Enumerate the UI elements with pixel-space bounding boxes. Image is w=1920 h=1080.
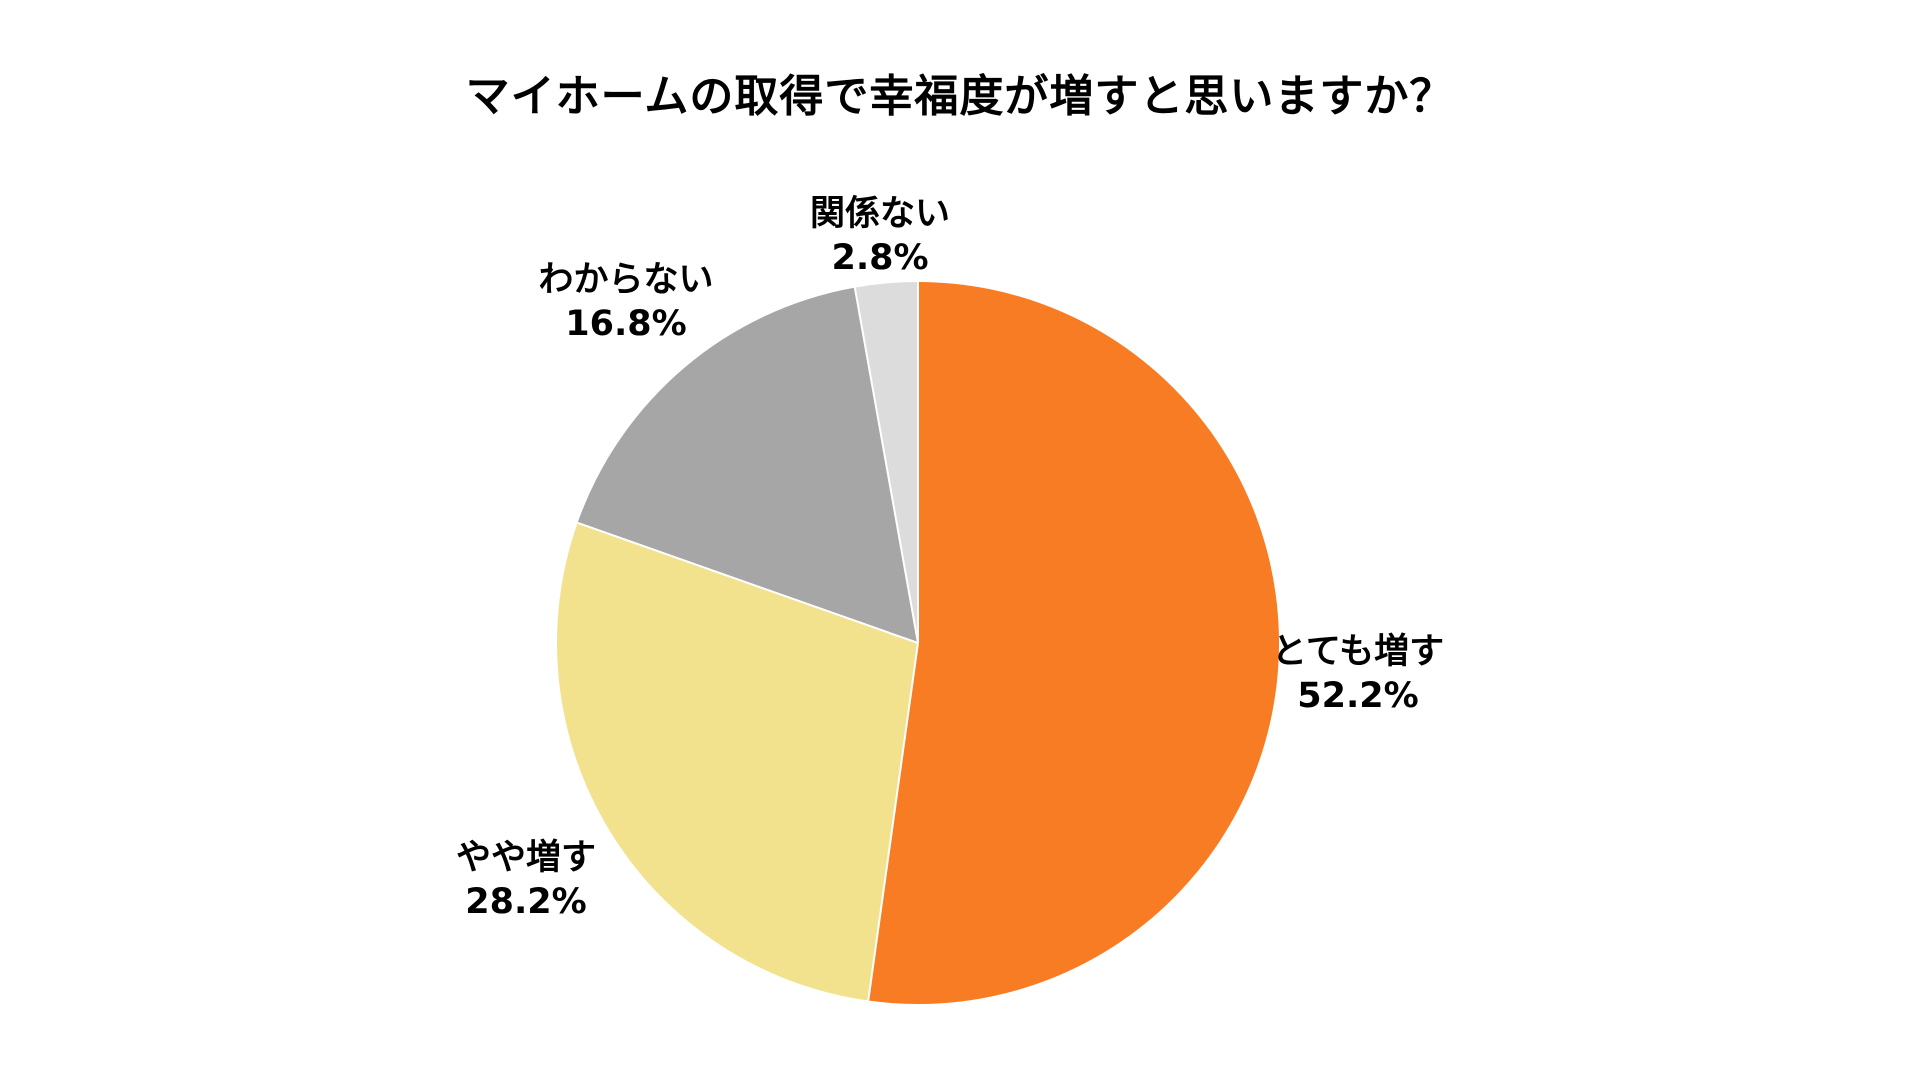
slice-label-pct: 16.8% (565, 304, 687, 344)
pie-svg (557, 282, 1279, 1004)
pie-slice-1 (557, 522, 918, 1001)
slice-separator-2 (577, 521, 919, 644)
slice-label-totemo-masu: とても増す 52.2% (1272, 630, 1444, 718)
slice-label-wakaranai: わからない 16.8% (538, 258, 713, 346)
pie-slice-0 (868, 282, 1279, 1004)
slice-label-text: わからない (538, 260, 714, 300)
slice-separator-1 (867, 642, 919, 1001)
slice-label-text: とても増す (1271, 632, 1445, 672)
slice-label-pct: 2.8% (831, 238, 929, 278)
slice-label-pct: 52.2% (1297, 676, 1419, 716)
pie-chart (557, 282, 1279, 1004)
slice-label-pct: 28.2% (465, 882, 587, 922)
slice-label-kankeinai: 関係ない 2.8% (810, 192, 950, 280)
pie-slice-2 (577, 287, 918, 643)
slice-label-text: やや増す (455, 838, 597, 878)
slice-label-yaya-masu: やや増す 28.2% (456, 836, 596, 924)
chart-title: マイホームの取得で幸福度が増すと思いますか？ (465, 71, 1455, 122)
slice-separator-3 (853, 287, 919, 644)
slice-label-text: 関係ない (809, 194, 951, 234)
